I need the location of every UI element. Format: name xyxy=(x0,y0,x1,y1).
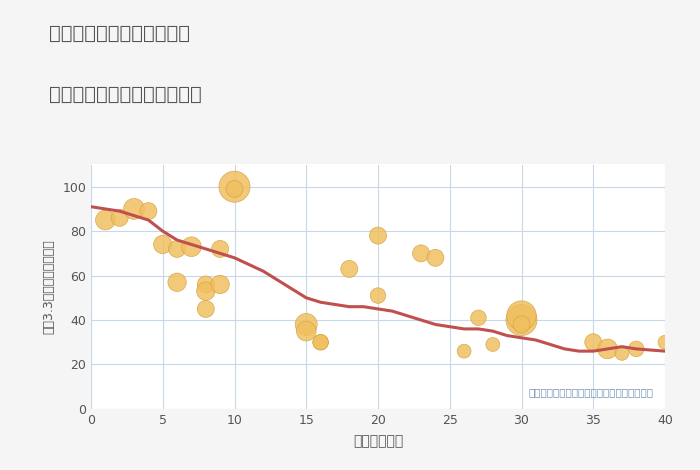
Point xyxy=(214,281,225,288)
Point xyxy=(416,250,427,257)
Point xyxy=(172,279,183,286)
Text: 岐阜県郡上市八幡町河鹿の: 岐阜県郡上市八幡町河鹿の xyxy=(49,24,190,42)
Point xyxy=(214,245,225,253)
Point xyxy=(157,241,169,248)
Point xyxy=(143,207,154,215)
Point xyxy=(301,321,312,328)
Point xyxy=(229,185,240,193)
Point xyxy=(516,321,527,328)
Point xyxy=(129,205,140,213)
Point xyxy=(315,338,326,346)
Point xyxy=(200,305,211,313)
Point xyxy=(659,338,671,346)
Text: 築年数別中古マンション価格: 築年数別中古マンション価格 xyxy=(49,85,202,103)
Point xyxy=(99,216,111,224)
Point xyxy=(473,314,484,321)
Point xyxy=(200,281,211,288)
Point xyxy=(602,345,613,352)
Point xyxy=(315,338,326,346)
X-axis label: 築年数（年）: 築年数（年） xyxy=(353,434,403,448)
Point xyxy=(200,287,211,295)
Point xyxy=(114,214,125,221)
Point xyxy=(458,347,470,355)
Point xyxy=(588,338,599,346)
Text: 円の大きさは、取引のあった物件面積を示す: 円の大きさは、取引のあった物件面積を示す xyxy=(528,387,654,397)
Point xyxy=(344,265,355,273)
Point xyxy=(372,232,384,239)
Point xyxy=(516,316,527,324)
Point xyxy=(631,345,642,352)
Point xyxy=(430,254,441,262)
Point xyxy=(487,341,498,348)
Point xyxy=(516,312,527,319)
Point xyxy=(172,245,183,253)
Y-axis label: 平（3.3㎡）単価（万円）: 平（3.3㎡）単価（万円） xyxy=(42,239,55,334)
Point xyxy=(617,350,628,357)
Point xyxy=(301,328,312,335)
Point xyxy=(186,243,197,251)
Point xyxy=(229,183,240,190)
Point xyxy=(372,292,384,299)
